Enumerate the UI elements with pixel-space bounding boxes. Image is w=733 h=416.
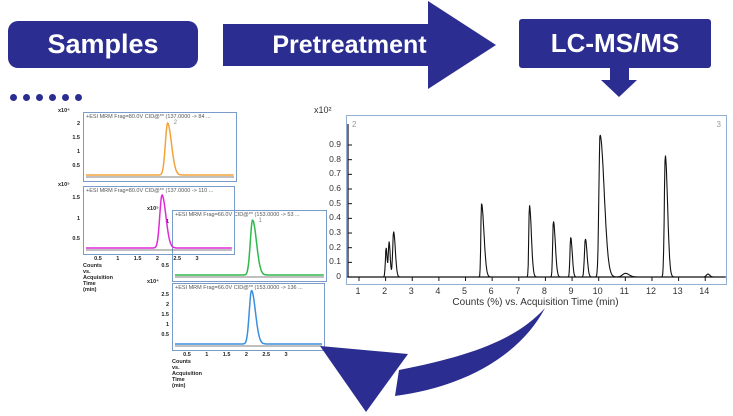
y-tick: 2.5 <box>161 292 169 298</box>
x-tick: 9 <box>568 286 574 296</box>
dot <box>23 94 30 101</box>
pretreatment-label: Pretreatment <box>272 30 427 59</box>
y-tick: 0.5 <box>161 332 169 338</box>
x-tick: 13 <box>672 286 683 296</box>
ellipsis-dots <box>10 94 82 101</box>
y-tick: 1 <box>165 322 169 328</box>
dot <box>62 94 69 101</box>
workflow-arrow-pretreatment: Pretreatment <box>223 24 452 66</box>
annotation-2: 2 <box>352 120 357 129</box>
x-tick: 1 <box>205 352 209 358</box>
panel-title: +ESI MRM Frag=66.0V CID@** (153.0000 -> … <box>175 212 300 218</box>
y-tick: 0.5 <box>72 163 80 169</box>
peak-annotation: 1 <box>258 218 262 224</box>
y-tick: 0.4 <box>329 212 341 223</box>
x-tick: 7 <box>515 286 521 296</box>
x-axis-label: Counts (%) vs. Acquisition Time (min) <box>452 297 619 308</box>
y-tick: 2 <box>165 302 169 308</box>
dot <box>75 94 82 101</box>
x-tick: 4 <box>435 286 441 296</box>
panel-title: +ESI MRM Frag=66.0V CID@** (153.0000 -> … <box>175 285 303 291</box>
y-tick: 1 <box>165 219 169 225</box>
x-tick: 3 <box>284 352 288 358</box>
y-tick: 0 <box>336 271 341 282</box>
x-tick-labels: 1 2 3 4 5 6 7 8 9 10 11 12 13 14 <box>346 286 725 296</box>
x-tick: 2 <box>244 352 248 358</box>
x-tick: 10 <box>592 286 603 296</box>
y-scale-label: x10⁵ <box>58 182 70 188</box>
workflow-step-samples: Samples <box>8 21 198 68</box>
chromatogram-trace <box>86 193 232 251</box>
chromatogram-trace <box>175 219 324 278</box>
x-tick: 2 <box>155 256 159 262</box>
y-scale-label: x10⁴ <box>147 279 159 285</box>
panel-title: +ESI MRM Frag=80.0V CID@** (137.0000 -> … <box>86 188 214 194</box>
y-tick: 2 <box>76 121 80 127</box>
x-tick: 1 <box>355 286 361 296</box>
dot <box>36 94 43 101</box>
y-scale-label: x10² <box>314 105 332 115</box>
x-tick: 0.5 <box>183 352 191 358</box>
x-tick: 1.5 <box>222 352 231 358</box>
workflow-step-lcmsms: LC-MS/MS <box>519 19 711 68</box>
x-tick: 2 <box>382 286 388 296</box>
peak-annotation: 2 <box>173 120 177 126</box>
y-scale-label: x10⁴ <box>58 108 70 114</box>
y-tick: 0.6 <box>329 183 341 193</box>
y-tick: 0.3 <box>329 227 341 238</box>
plot-frame: +ESI MRM Frag=80.0V CID@** (137.0000 -> … <box>83 186 235 255</box>
dot <box>49 94 56 101</box>
x-tick: 11 <box>619 286 629 296</box>
y-tick: 1.5 <box>72 195 80 201</box>
plot-frame: 2 3 <box>346 115 727 285</box>
x-tick: 8 <box>541 286 547 296</box>
x-tick: 3 <box>195 256 199 262</box>
y-tick: 1.5 <box>72 135 80 141</box>
y-tick: 0.5 <box>329 197 341 208</box>
panel-title: +ESI MRM Frag=80.0V CID@** (137.0000 -> … <box>86 114 211 120</box>
y-tick-labels: 0.9 0.8 0.7 0.6 0.5 0.4 0.3 0.2 0.1 0 <box>316 115 343 283</box>
plot-frame: +ESI MRM Frag=80.0V CID@** (137.0000 -> … <box>83 112 237 182</box>
x-tick: 0.5 <box>94 256 102 262</box>
x-tick: 6 <box>488 286 494 296</box>
chromatogram-trace <box>86 121 234 178</box>
down-arrow-head-icon <box>601 80 637 97</box>
x-tick: 2.5 <box>262 352 271 358</box>
return-arrow-icon <box>320 308 545 412</box>
chromatogram-trace <box>347 124 726 281</box>
plot-frame: +ESI MRM Frag=66.0V CID@** (153.0000 -> … <box>172 283 325 351</box>
y-scale-label: x10⁵ <box>147 206 159 212</box>
dot <box>10 94 17 101</box>
y-tick-labels: 2 1.5 1 0.5 <box>62 112 80 180</box>
y-tick: 0.8 <box>329 153 341 164</box>
x-tick: 3 <box>408 286 414 296</box>
y-tick: 0.5 <box>72 236 80 242</box>
x-tick: 1.5 <box>133 256 142 262</box>
y-tick: 1 <box>76 149 80 155</box>
lcms-label: LC-MS/MS <box>550 28 680 58</box>
samples-label: Samples <box>47 29 159 59</box>
chromatogram-trace <box>175 289 322 347</box>
x-tick: 14 <box>699 286 710 296</box>
y-tick: 1 <box>76 215 80 222</box>
y-tick-labels: 1.5 1 0.5 <box>62 186 80 253</box>
y-tick: 0.7 <box>329 168 341 179</box>
annotation-3: 3 <box>716 120 721 129</box>
x-tick: 2.5 <box>173 256 182 262</box>
y-tick: 0.1 <box>329 256 341 267</box>
x-tick: 5 <box>462 286 468 296</box>
y-tick: 0.9 <box>329 139 341 149</box>
down-arrow-icon <box>610 67 629 80</box>
y-tick-labels: 2.5 2 1.5 1 0.5 <box>151 283 169 349</box>
y-tick-labels: 1 0.5 <box>151 210 169 280</box>
x-tick: 12 <box>645 286 656 296</box>
right-arrow-head-icon <box>428 1 496 89</box>
x-tick: 1 <box>116 256 120 262</box>
y-tick: 1.5 <box>161 312 169 318</box>
y-tick: 0.2 <box>329 241 341 252</box>
y-tick: 0.5 <box>161 263 169 269</box>
